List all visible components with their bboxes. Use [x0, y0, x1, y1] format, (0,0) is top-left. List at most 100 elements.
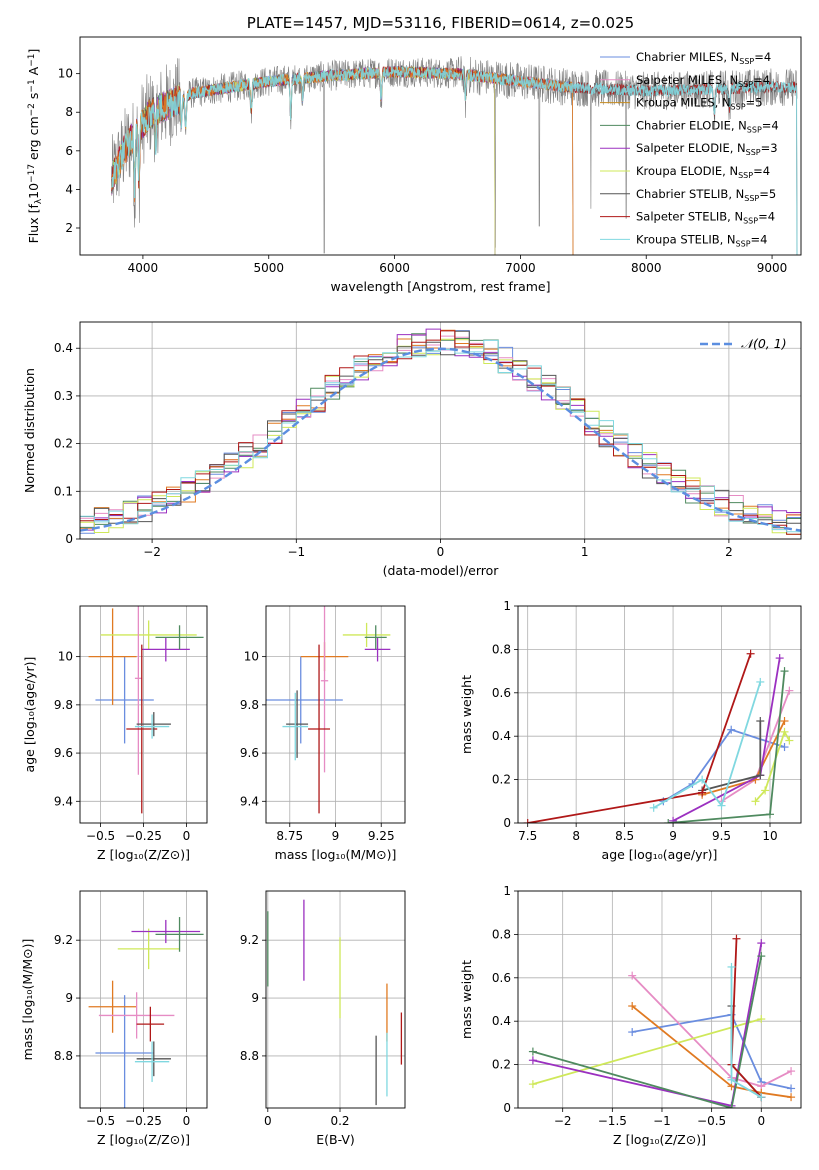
x-tick-label: −0.5	[86, 1114, 115, 1128]
y-tick-label: 9.6	[240, 746, 259, 760]
panel-weight_vs_age: 7.5 8 8.5 9 9.5 10 0 0.2 0.4 0.6 0.8 1 age [log₁₀(ag…	[459, 599, 802, 862]
x-tick-label: −2	[554, 1114, 572, 1128]
chart-title: PLATE=1457, MJD=53116, FIBERID=0614, z=0…	[247, 14, 634, 32]
y-tick-label: 9.6	[54, 746, 73, 760]
y-axis-label: mass weight	[459, 675, 474, 754]
legend-entry: Salpeter MILES, NSSP=4	[636, 73, 770, 89]
legend-text: =5	[746, 96, 763, 110]
y-tick-label: 9.4	[54, 794, 73, 808]
y-tick-label: 2	[65, 221, 73, 235]
x-tick-label: 0	[183, 1114, 191, 1128]
model-spectrum-kroupa_stelib	[110, 66, 798, 255]
x-tick-label: −1	[653, 1114, 671, 1128]
legend-subscript: SSP	[747, 125, 762, 134]
x-tick-label: −1	[287, 545, 305, 559]
plot-area	[80, 328, 801, 535]
y-tick-label: 10	[58, 67, 73, 81]
y-tick-label: 8.8	[240, 1049, 259, 1063]
panel-weight_vs_Z: −2 −1.5 −1 −0.5 0 0 0.2 0.4 0.6 0.8 1 Z [log₁₀(Z/Z⊙…	[459, 884, 802, 1147]
x-tick-label: −1.5	[598, 1114, 627, 1128]
y-tick-label: 0	[65, 532, 73, 546]
y-label-part: s	[26, 93, 41, 104]
histogram-kroupa_stelib	[80, 339, 801, 533]
plot-area	[267, 899, 403, 1106]
legend-entry: Kroupa MILES, NSSP=5	[636, 96, 762, 112]
legend-text: =4	[751, 232, 768, 246]
legend-subscript: SSP	[731, 103, 746, 112]
weight-line-chabrier_miles	[632, 1013, 792, 1090]
legend-text: =4	[754, 50, 771, 64]
y-label-part: erg cm	[26, 116, 41, 164]
x-tick-label: 7.5	[518, 829, 537, 843]
panel-age_vs_mass: 8.75 9 9.25 9.4 9.6 9.8 10 mass [log₁₀(M/M⊙)]	[240, 605, 406, 862]
legend-entry: Chabrier ELODIE, NSSP=4	[636, 118, 779, 134]
y-tick-label: 0.3	[54, 389, 73, 403]
legend-text: =4	[753, 73, 770, 87]
legend-subscript: SSP	[736, 239, 751, 248]
y-tick-label: 0.2	[492, 1058, 511, 1072]
y-tick-label: 9.8	[54, 698, 73, 712]
y-tick-label: 0.4	[54, 341, 73, 355]
legend-subscript: SSP	[746, 148, 761, 157]
x-tick-label: −0.25	[125, 829, 162, 843]
y-tick-label: 9.4	[240, 794, 259, 808]
x-tick-label: 9	[669, 829, 677, 843]
y-label-part: −17	[27, 164, 37, 183]
x-tick-label: 9000	[757, 261, 788, 275]
y-label-part: ]	[26, 49, 41, 54]
y-tick-label: 8.8	[54, 1049, 73, 1063]
x-tick-label: −0.5	[86, 829, 115, 843]
y-tick-label: 0.2	[54, 437, 73, 451]
y-label-part: λ	[34, 198, 44, 204]
y-tick-label: 10	[58, 650, 73, 664]
weight-line-kroupa_elodie	[532, 1018, 762, 1085]
legend-text: Salpeter MILES, N	[636, 73, 738, 87]
legend-text: Chabrier STELIB, N	[636, 187, 744, 201]
y-tick-label: 0.8	[492, 927, 511, 941]
y-tick-label: 4	[65, 182, 73, 196]
panel-age_vs_Z: −0.5 −0.25 0 9.4 9.6 9.8 10 Z [log₁₀(Z/Z⊙)] age …	[22, 605, 208, 862]
y-label-part: Flux [f	[26, 204, 41, 244]
plot-area	[110, 56, 798, 255]
x-tick-label: 0	[183, 829, 191, 843]
y-axis-label: mass [log₁₀(M/M⊙)]	[20, 939, 35, 1061]
y-tick-label: 9	[65, 991, 73, 1005]
legend-entry: Chabrier MILES, NSSP=4	[636, 50, 771, 66]
x-tick-label: 8000	[631, 261, 662, 275]
legend-text: Chabrier MILES, N	[636, 50, 739, 64]
y-tick-label: 0.8	[492, 642, 511, 656]
weight-line-chabrier_miles	[662, 728, 785, 803]
legend-text: =4	[753, 164, 770, 178]
legend-subscript: SSP	[738, 80, 753, 89]
x-tick-label: 0	[757, 1114, 765, 1128]
x-axis-label: mass [log₁₀(M/M⊙)]	[275, 847, 397, 862]
legend-text: =4	[762, 118, 779, 132]
legend-text: =5	[759, 187, 776, 201]
x-tick-label: −0.25	[125, 1114, 162, 1128]
y-tick-label: 0	[503, 816, 511, 830]
y-axis-label: Flux [fλ10−17 erg cm−2 s−1 A−1]	[26, 49, 44, 244]
x-tick-label: −2	[143, 545, 161, 559]
weight-line-orange	[631, 1005, 792, 1099]
plot-area	[523, 649, 794, 823]
x-axis-label: (data-model)/error	[383, 563, 500, 578]
x-axis-label: E(B-V)	[316, 1132, 355, 1147]
legend-entry: Kroupa STELIB, NSSP=4	[636, 232, 767, 248]
legend-text: =3	[761, 141, 778, 155]
plot-area	[88, 917, 204, 1108]
plot-area	[528, 934, 796, 1108]
legend-text: Kroupa STELIB, N	[636, 232, 736, 246]
legend-text: Chabrier ELODIE, N	[636, 118, 747, 132]
y-label-part: −1	[27, 54, 37, 67]
legend-entry: Kroupa ELODIE, NSSP=4	[636, 164, 770, 180]
x-tick-label: 1	[581, 545, 589, 559]
y-label-part: 10	[26, 183, 41, 199]
axes-frame	[517, 890, 802, 1109]
legend-subscript: SSP	[743, 217, 758, 226]
y-tick-label: 10	[244, 650, 259, 664]
weight-line-salpeter_elodie	[532, 942, 763, 1107]
y-tick-label: 9.2	[54, 933, 73, 947]
weight-line-chabrier_elodie	[532, 955, 763, 1108]
x-tick-label: 7000	[505, 261, 536, 275]
